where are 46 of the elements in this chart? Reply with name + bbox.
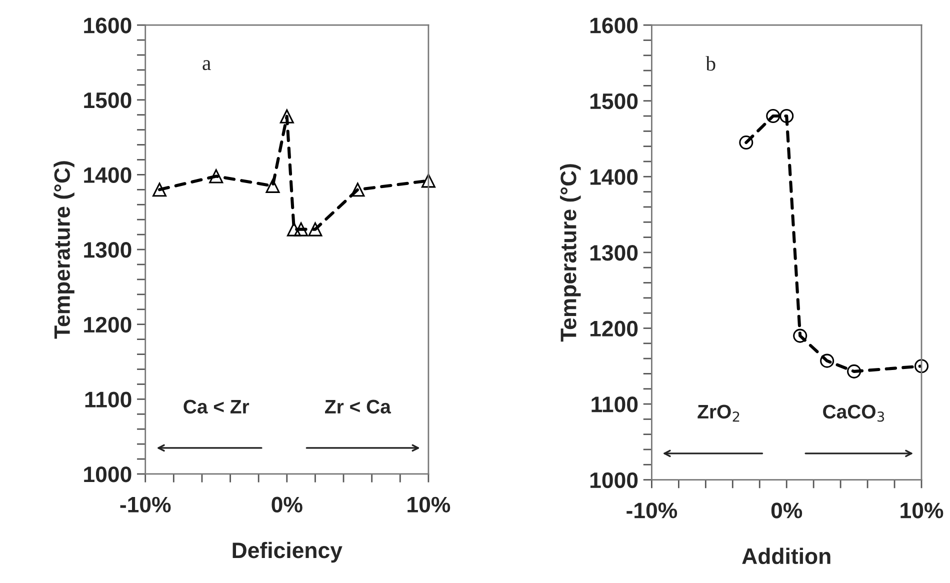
point [294,222,308,236]
point [421,174,436,188]
y-tick-label: 1300 [84,242,132,258]
x-axis-title: Addition [742,548,830,564]
x-tick-label: 10% [900,502,944,518]
point [914,359,929,374]
y-tick-label: 1200 [590,320,638,336]
point [280,109,294,124]
y-tick-label: 1000 [590,472,638,488]
point [350,182,365,197]
point [820,354,834,368]
point [739,136,754,150]
annotation: a [202,60,211,70]
y-axis-title: Temperature (°C) [54,161,74,339]
y-tick-label: 1600 [590,18,638,34]
point [766,109,780,124]
y-tick-label: 1600 [84,18,132,34]
annotation: Ca < Zr [184,400,250,414]
annotation: Zr < Ca [325,400,392,414]
point [209,169,224,184]
x-axis-title: Deficiency [232,542,342,563]
x-tick-label: 10% [408,496,450,513]
y-tick-label: 1100 [592,396,638,412]
point [308,222,322,236]
annotation: CaCO$_{3}$ [823,404,884,422]
x-tick-label: -10% [626,502,678,518]
annotation: ZrO$_{2}$ [698,404,740,422]
point [286,222,301,236]
point [847,364,862,378]
point [266,178,280,193]
y-tick-label: 1300 [590,244,638,261]
x-tick-label: -10% [120,496,171,513]
point [152,182,167,197]
y-tick-label: 1400 [590,169,638,185]
y-tick-label: 1000 [84,466,132,482]
y-tick-label: 1400 [84,167,132,183]
x-tick-label: 0% [272,496,302,513]
y-tick-label: 1100 [85,392,132,408]
y-tick-label: 1500 [590,93,638,110]
x-tick-label: 0% [771,502,802,518]
y-tick-label: 1200 [84,316,132,333]
point [793,328,808,343]
y-axis-title: Temperature (°C) [560,164,581,342]
annotation: b [706,56,716,71]
y-tick-label: 1500 [84,92,132,108]
point [780,109,794,124]
